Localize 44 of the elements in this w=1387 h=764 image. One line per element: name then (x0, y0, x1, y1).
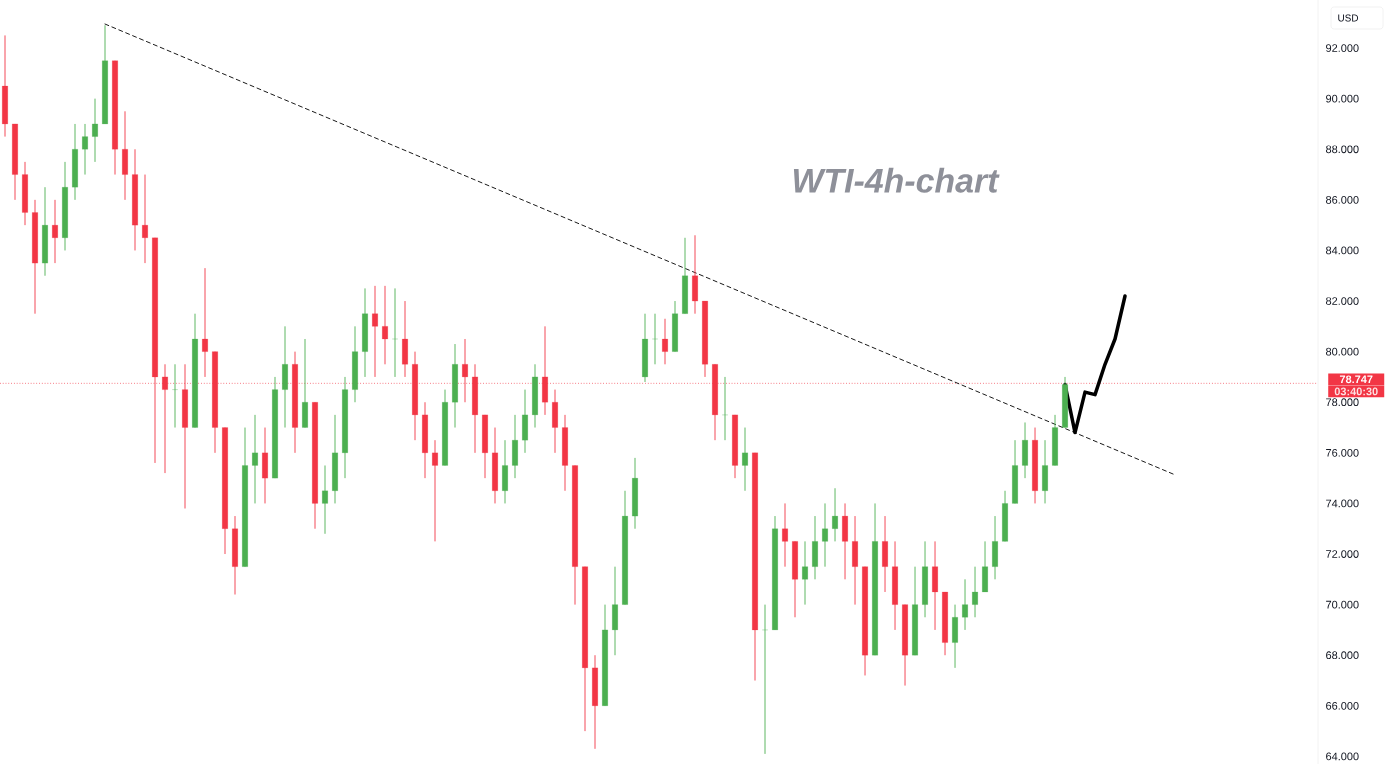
y-tick-label: 90.000 (1326, 94, 1359, 103)
candlestick (202, 267, 208, 378)
y-tick-label: 76.000 (1326, 448, 1359, 457)
candlestick (802, 540, 808, 606)
y-tick-label: 68.000 (1326, 651, 1359, 660)
candlestick (172, 363, 178, 428)
candlestick (742, 427, 748, 492)
y-tick-label: 72.000 (1326, 550, 1359, 558)
y-tick-label: 84.000 (1326, 246, 1359, 255)
candlestick (722, 376, 728, 441)
candlestick (162, 363, 168, 474)
text: 03:40:30 (1334, 387, 1378, 396)
candlestick (432, 439, 438, 542)
candlestick (382, 285, 388, 365)
candlestick (962, 578, 968, 631)
line-series (1063, 294, 1127, 435)
y-tick-label: 74.000 (1326, 499, 1359, 508)
candlestick (82, 123, 88, 175)
candlestick (652, 313, 658, 365)
candlestick (972, 566, 978, 618)
text: WTI-4h-chart (793, 167, 1000, 193)
candlestick (782, 502, 788, 568)
candlestick (822, 502, 828, 568)
candlestick (92, 98, 98, 163)
candlestick (372, 285, 378, 378)
y-tick-label: 82.000 (1326, 297, 1359, 305)
y-tick-label: 80.000 (1326, 347, 1359, 356)
candlestick (52, 199, 58, 264)
y-tick-label: 86.000 (1326, 195, 1359, 204)
text: USD (1338, 14, 1359, 22)
y-tick-label: 88.000 (1326, 145, 1359, 154)
y-tick-label: 70.000 (1326, 600, 1359, 609)
candlestick (832, 487, 838, 542)
y-tick-label: 92.000 (1326, 44, 1359, 52)
y-tick-label: 64.000 (1326, 752, 1359, 761)
candlestick (762, 604, 768, 755)
candlestick (142, 174, 148, 264)
candlestick (662, 318, 668, 365)
candlestick (252, 414, 258, 504)
candlestick (322, 465, 328, 535)
y-tick-label: 78.000 (1326, 398, 1359, 407)
candlestick (392, 287, 398, 378)
ref-line-label: 78.747 (1339, 375, 1373, 384)
y-tick-label: 66.000 (1326, 701, 1359, 710)
